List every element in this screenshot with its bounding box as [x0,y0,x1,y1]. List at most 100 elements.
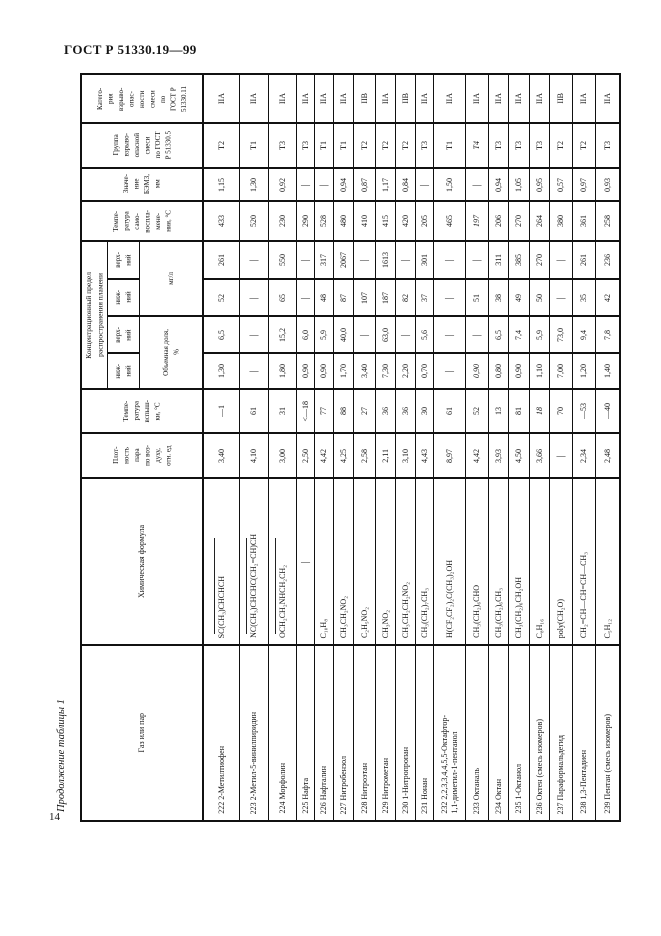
cell-group: Т3 [297,124,314,169]
cell-bemz: 0,93 [596,169,619,202]
cell-bemz: 1,50 [434,169,465,202]
row-strip-224: IIA Т3 0,92 230 550 65 15,2 1,80 31 3,00 OCH₂CH₂NH… [269,75,297,820]
cell-tign: 410 [354,202,375,242]
cell-lower_mgl: — [550,280,572,317]
header-category: Катего- рия взрыво- опас- ности смеси по… [82,75,202,124]
cell-flash: 36 [376,390,395,434]
cell-upper_mgl: — [550,242,572,280]
cell-bemz: 0,97 [573,169,595,202]
cell-gas-name: 237 Параформальдегид [556,734,565,814]
row-strip-238: IIA Т2 0,97 361 261 35 9,4 1,20 —53 2,34 CH₂=CH—CH… [573,75,596,820]
cell-flash: 77 [315,390,333,434]
cell-lower_mgl: 52 [204,280,239,317]
cell-gas-name: 228 Нитроэтан [359,763,369,814]
row-strip-239: IIA Т3 0,93 258 236 42 7,8 1,40 —40 2,48 C₅H₁₂ 239 … [596,75,619,820]
cell-group: Т3 [489,124,508,169]
row-strip-226: IIA Т1—528 317 48 5,9 0,90 77 4,42 C₁₀H₈ 226 Нафт… [315,75,334,820]
cell-lower_mgl: 51 [466,280,488,317]
row-strip-235: IIA Т3 1,05 270 385 49 7,4 0,90 81 4,50 CH₃(CH₂)₆C… [509,75,530,820]
cell-upper_pct: 5,6 [416,317,433,354]
cell-gas-name: 236 Октен (смесь изомеров) [534,718,544,814]
cell-category: IIA [596,75,619,124]
cell-tign: 270 [509,202,529,242]
cell-flash: —53 [573,390,595,434]
cell-bemz: — [297,169,314,202]
cell-upper_mgl: — [297,242,314,280]
cell-upper_mgl: 261 [573,242,595,280]
cell-lower_pct: 1,20 [573,354,595,390]
cell-density: 3,10 [396,434,415,479]
cell-group: Т2 [396,124,415,169]
cell-flash: 31 [269,390,296,434]
header-lower-mgl: ниж- ний [108,280,139,317]
cell-gas-name: 227 Нитробензол [338,755,348,814]
header-self-ignition-temp: Темпе- ратура само- воспла- мене- ния, °… [82,202,202,242]
cell-bemz: 1,15 [204,169,239,202]
cell-flash: 61 [240,390,268,434]
cell-group: Т2 [573,124,595,169]
cell-density: 4,25 [334,434,353,479]
cell-lower_pct: 0,90 [509,354,529,390]
cell-density: 2,11 [376,434,395,479]
cell-bemz: 0,95 [530,169,549,202]
cell-tign: 380 [550,202,572,242]
cell-upper_mgl: — [354,242,375,280]
cell-lower_mgl: 42 [596,280,619,317]
cell-lower_pct: 0,70 [416,354,433,390]
cell-tign: 258 [596,202,619,242]
cell-upper_mgl: 301 [416,242,433,280]
cell-upper_pct: 9,4 [573,317,595,354]
cell-lower_pct: 0,90 [297,354,314,390]
cell-formula: C₁₀H₈ [315,479,333,646]
cell-formula: CH₃(CH₂)₆CH₃ [489,479,508,646]
cell-gas-name: 229 Нитрометан [380,758,390,814]
cell-bemz: 0,92 [269,169,296,202]
cell-density: 3,40 [204,434,239,479]
cell-tign: 361 [573,202,595,242]
cell-gas-name: 239 Пентан (смесь изомеров) [602,714,612,814]
header-flash-point: Темпе- ратура вспыш- ки, °С [82,390,202,434]
cell-gas-name: 234 Октан [493,779,503,814]
cell-group: Т1 [334,124,353,169]
cell-category: IIA [509,75,529,124]
cell-category: IIA [489,75,508,124]
header-bemz: Значе- ние БЭМЗ, мм [82,169,202,202]
cell-gas-name: 226 Нафталин [319,765,328,814]
header-group: Группа взрыво- опасной смеси по ГОСТ Р 5… [82,124,202,169]
cell-upper_mgl: 317 [315,242,333,280]
cell-bemz: 0,94 [489,169,508,202]
cell-formula: CH₃(CH₂)₇CH₃ [416,479,433,646]
cell-lower_pct: 7,30 [376,354,395,390]
cell-lower_pct: — [240,354,268,390]
cell-flash: —1 [204,390,239,434]
cell-group: Т3 [269,124,296,169]
cell-upper_mgl: 1613 [376,242,395,280]
cell-gas-name: 225 Нафта [300,778,310,814]
cell-upper_mgl: 270 [530,242,549,280]
cell-lower_pct: 0,90 [315,354,333,390]
cell-group: Т3 [509,124,529,169]
cell-gas-name: 233 Октаналь [472,767,481,814]
cell-density: 3,66 [530,434,549,479]
cell-upper_pct: — [240,317,268,354]
cell-category: IIB [396,75,415,124]
cell-lower_pct: 1,30 [204,354,239,390]
cell-category: IIA [315,75,333,124]
row-strip-222: IIA Т2 1,15 433 261 52 6,5 1,30 —1 3,40 SC(CH₃)CHC… [204,75,240,820]
cell-lower_mgl: — [297,280,314,317]
cell-density: 4,50 [509,434,529,479]
cell-category: IIA [416,75,433,124]
cell-category: IIA [240,75,268,124]
cell-density: 3,93 [489,434,508,479]
cell-density: 2,50 [297,434,314,479]
cell-category: IIA [334,75,353,124]
cell-formula: C₈H₁₆ [530,479,549,646]
cell-upper_pct: 6,0 [297,317,314,354]
cell-bemz: — [466,169,488,202]
cell-formula: CH₃CH₂NO₂ [334,479,353,646]
cell-lower_pct: 3,40 [354,354,375,390]
standard-reference: ГОСТ Р 51330.19—99 [64,42,197,57]
cell-upper_mgl: 236 [596,242,619,280]
cell-upper_pct: 5,9 [530,317,549,354]
cell-formula: CH₃NO₂ [376,479,395,646]
